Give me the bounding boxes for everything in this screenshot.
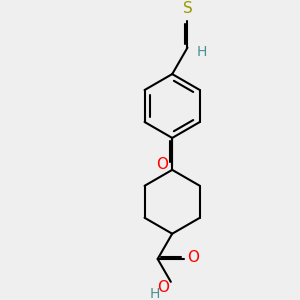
- Text: O: O: [156, 157, 168, 172]
- Text: O: O: [157, 280, 169, 296]
- Text: S: S: [183, 1, 192, 16]
- Text: H: H: [149, 287, 160, 300]
- Text: H: H: [196, 45, 207, 59]
- Text: O: O: [187, 250, 199, 265]
